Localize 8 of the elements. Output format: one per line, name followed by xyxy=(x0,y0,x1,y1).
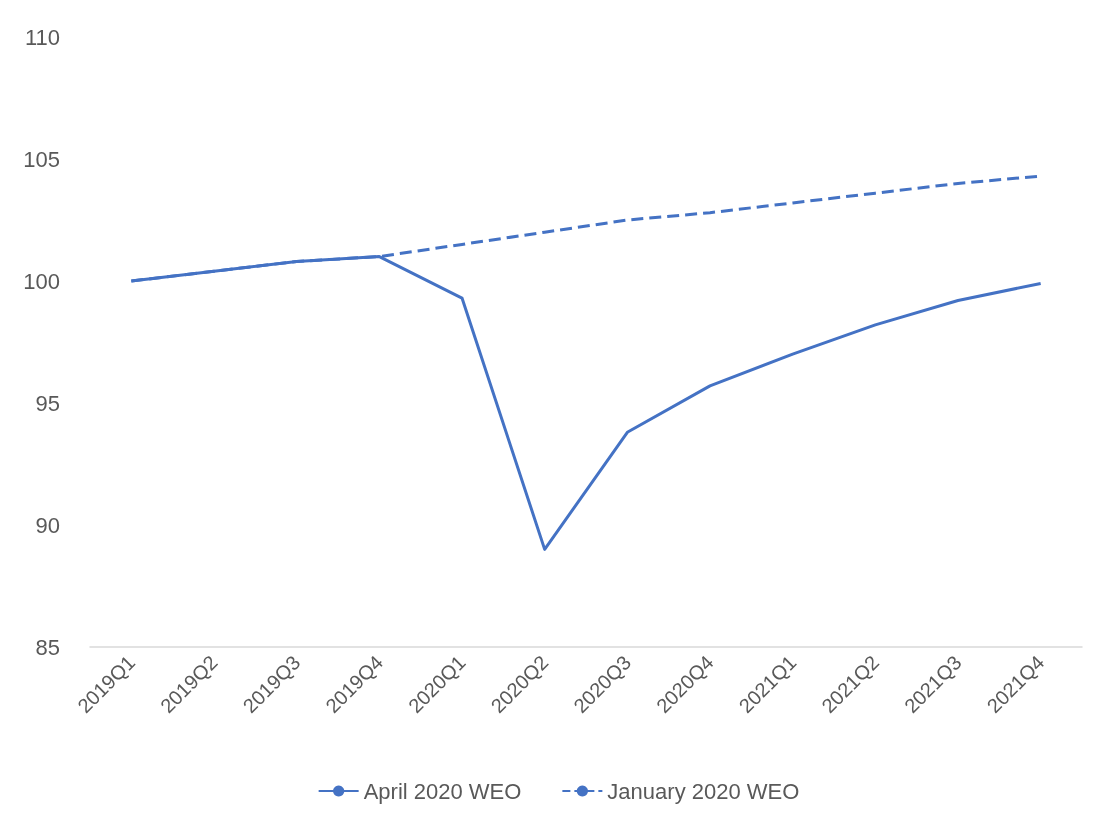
y-tick-label: 110 xyxy=(24,24,60,50)
y-tick-label: 95 xyxy=(35,390,60,416)
y-tick-label: 85 xyxy=(35,634,60,660)
y-tick-label: 100 xyxy=(23,268,60,294)
y-tick-label: 90 xyxy=(35,512,60,538)
y-tick-label: 105 xyxy=(23,146,60,172)
legend-label: January 2020 WEO xyxy=(607,778,800,804)
legend-label: April 2020 WEO xyxy=(363,778,522,804)
